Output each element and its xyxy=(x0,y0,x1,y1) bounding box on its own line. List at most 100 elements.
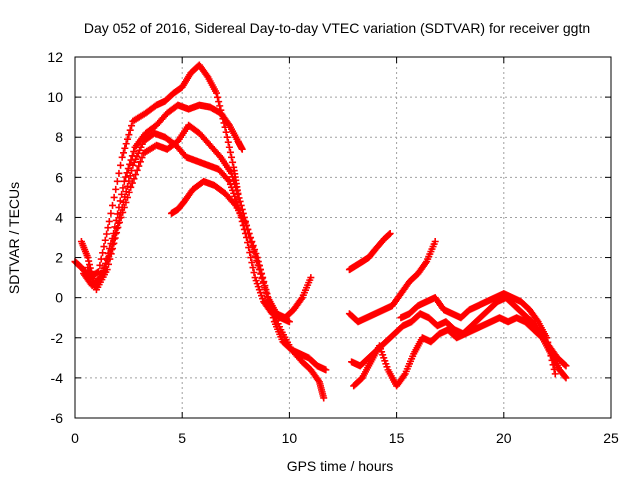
data-point xyxy=(260,278,268,286)
data-point xyxy=(256,266,264,274)
data-point xyxy=(125,188,133,196)
data-point xyxy=(136,158,144,166)
data-point xyxy=(113,177,121,185)
data-point xyxy=(101,236,109,244)
data-point xyxy=(114,210,122,218)
data-points xyxy=(71,61,570,402)
data-point xyxy=(122,198,130,206)
data-point xyxy=(235,194,243,202)
y-tick-label: 4 xyxy=(55,209,63,225)
data-point xyxy=(128,179,136,187)
data-point xyxy=(320,394,328,402)
data-point xyxy=(258,270,266,278)
data-point xyxy=(117,213,125,221)
data-point xyxy=(225,143,233,151)
data-point xyxy=(229,158,237,166)
data-point xyxy=(546,347,554,355)
data-point xyxy=(109,201,117,209)
data-point xyxy=(122,173,130,181)
data-point xyxy=(561,373,569,381)
data-point xyxy=(214,93,222,101)
data-point xyxy=(549,361,557,369)
data-point xyxy=(222,128,230,136)
data-point xyxy=(115,169,123,177)
data-point xyxy=(255,262,263,270)
data-point xyxy=(544,338,552,346)
data-point xyxy=(126,126,134,134)
y-tick-label: 2 xyxy=(55,250,63,266)
series-track-11 xyxy=(397,290,559,378)
data-point xyxy=(247,234,255,241)
series-track-7 xyxy=(345,229,394,274)
data-point xyxy=(545,343,553,351)
data-point xyxy=(547,352,555,360)
data-point xyxy=(307,274,315,282)
data-point xyxy=(533,316,541,324)
data-point xyxy=(118,153,126,161)
data-point xyxy=(203,72,211,80)
y-tick-label: -4 xyxy=(51,370,64,386)
data-point xyxy=(107,209,115,217)
x-tick-label: 5 xyxy=(178,430,186,446)
data-point xyxy=(126,172,134,180)
data-point xyxy=(250,269,258,277)
data-point xyxy=(128,122,136,130)
data-point xyxy=(100,243,108,251)
data-point xyxy=(400,371,408,379)
data-point xyxy=(562,374,570,382)
data-point xyxy=(224,138,232,146)
data-point xyxy=(120,149,128,157)
data-point xyxy=(259,274,267,282)
data-point xyxy=(322,366,330,374)
data-point xyxy=(130,175,138,183)
data-point xyxy=(124,193,132,201)
data-point xyxy=(230,176,238,184)
y-tick-label: 10 xyxy=(47,89,63,105)
data-point xyxy=(120,203,128,211)
x-tick-label: 0 xyxy=(71,430,79,446)
data-point xyxy=(138,154,146,162)
x-tick-label: 15 xyxy=(389,430,405,446)
data-point xyxy=(117,161,125,169)
data-point xyxy=(261,282,269,290)
data-point xyxy=(112,185,120,193)
data-point xyxy=(238,145,246,153)
data-point xyxy=(84,254,92,262)
x-axis-label: GPS time / hours xyxy=(287,458,394,474)
data-point xyxy=(248,238,256,246)
data-point xyxy=(386,229,394,237)
x-tick-label: 20 xyxy=(496,430,512,446)
data-point xyxy=(228,169,236,177)
data-point xyxy=(236,197,244,205)
data-point xyxy=(110,239,118,247)
data-point xyxy=(119,184,127,192)
data-point xyxy=(226,148,234,156)
data-point xyxy=(125,131,133,139)
data-point xyxy=(247,254,255,262)
data-point xyxy=(543,334,551,342)
data-point xyxy=(234,190,242,198)
y-tick-label: 8 xyxy=(55,129,63,145)
data-point xyxy=(119,208,127,216)
data-point xyxy=(249,242,257,250)
data-point xyxy=(254,258,262,266)
data-point xyxy=(263,290,271,298)
data-point xyxy=(109,245,117,253)
data-point xyxy=(104,224,112,232)
data-point xyxy=(216,102,224,110)
series-track-1 xyxy=(71,61,242,282)
y-tick-label: 0 xyxy=(55,290,63,306)
data-point xyxy=(248,259,256,267)
data-point xyxy=(231,180,239,188)
data-point xyxy=(228,153,236,161)
data-point xyxy=(103,266,111,274)
data-point xyxy=(230,200,238,208)
data-point xyxy=(96,261,104,269)
data-point xyxy=(121,144,129,152)
data-point xyxy=(249,264,257,272)
data-point xyxy=(213,89,221,97)
chart-title: Day 052 of 2016, Sidereal Day-to-day VTE… xyxy=(84,20,590,36)
data-point xyxy=(122,140,130,148)
